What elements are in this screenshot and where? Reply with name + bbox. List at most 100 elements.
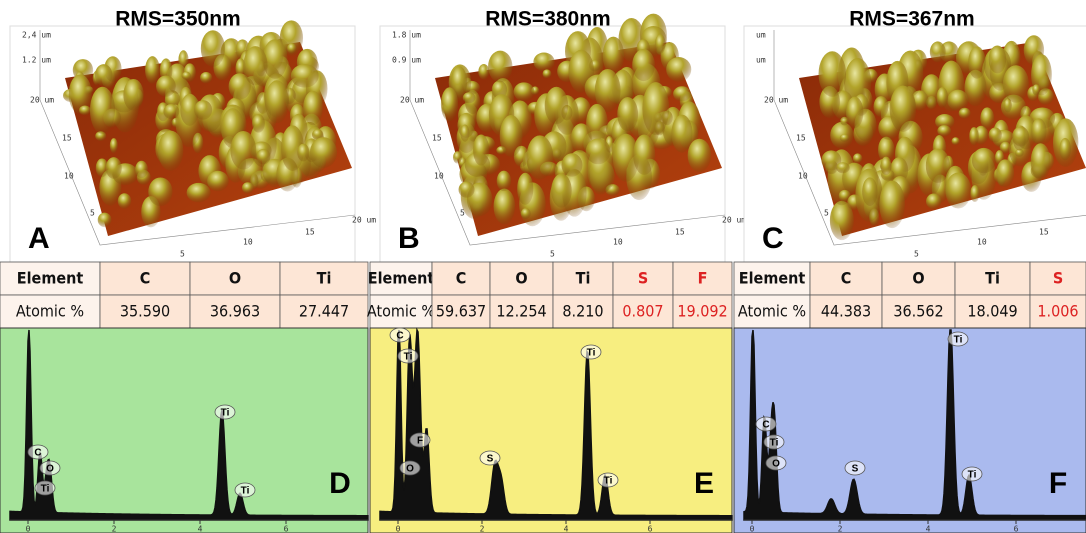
peak-label: F <box>417 436 423 447</box>
x-tick-label: 6 <box>284 525 289 533</box>
peak-label: Ti <box>221 408 230 419</box>
afm-peak <box>135 161 148 178</box>
afm-peak <box>1031 143 1051 180</box>
table-text: S <box>638 269 648 288</box>
afm-peak <box>633 134 655 174</box>
table-text: Atomic % <box>16 302 84 321</box>
afm-peak <box>242 182 254 193</box>
afm-peak <box>453 151 462 163</box>
afm-peak <box>926 194 941 210</box>
table-text: Element <box>17 269 84 288</box>
afm-peak <box>460 125 469 142</box>
table-text: C <box>841 269 852 288</box>
x-tick-label: 2 <box>838 525 843 533</box>
afm-tick: 10 <box>64 172 74 181</box>
afm-tick: 20 um <box>764 96 788 105</box>
afm-peak <box>252 114 265 132</box>
table-text: 1.006 <box>1037 302 1078 321</box>
afm-peak <box>514 82 535 101</box>
afm-peak <box>952 137 960 145</box>
x-tick-label: 2 <box>480 525 485 533</box>
afm-tick: 15 <box>305 228 315 237</box>
table-text: 19.092 <box>677 302 727 321</box>
afm-peak <box>494 188 516 224</box>
afm-peak <box>230 131 256 170</box>
afm-peak <box>201 30 225 67</box>
spectrum-bg <box>0 328 368 533</box>
table-text: 35.590 <box>120 302 170 321</box>
afm-tick: 0.9 um <box>392 56 421 65</box>
peak-label: C <box>762 420 769 431</box>
peak-label: O <box>772 459 780 470</box>
afm-peak <box>488 51 512 83</box>
afm-tick: 15 <box>62 134 72 143</box>
afm-peak <box>163 104 179 119</box>
afm-peak <box>182 72 191 80</box>
panel-label: E <box>694 467 714 500</box>
afm-peak <box>926 149 950 183</box>
afm-peak <box>586 138 611 164</box>
figure: 2,4 um1.2 um20 um151055101520 umRMS=350n… <box>0 0 1086 533</box>
peak-label: Ti <box>604 476 613 487</box>
afm-peak <box>459 181 475 197</box>
afm-peak <box>521 208 531 219</box>
peak-label: Ti <box>587 348 596 359</box>
afm-peak <box>930 41 946 62</box>
afm-peak <box>106 157 122 179</box>
x-tick-label: 0 <box>750 525 755 533</box>
afm-tick: 1.8 um <box>392 31 421 40</box>
afm-tick: 5 <box>914 250 919 259</box>
table-text: 36.963 <box>210 302 260 321</box>
afm-peak <box>265 80 289 123</box>
afm-peak <box>287 43 297 54</box>
afm-tick: 20 um <box>30 96 54 105</box>
afm-peak <box>874 96 889 117</box>
afm-peak <box>158 131 183 171</box>
afm-peak <box>145 56 160 84</box>
table-text: 12.254 <box>496 302 546 321</box>
peak-label: Ti <box>954 335 963 346</box>
afm-peak <box>310 137 337 168</box>
table-text: Element <box>368 269 435 288</box>
peak-label: Ti <box>404 352 413 363</box>
afm-peak <box>243 46 267 85</box>
afm-tick: 20 um <box>352 216 376 225</box>
table-text: 27.447 <box>299 302 349 321</box>
afm-peak <box>551 174 572 208</box>
afm-peak <box>937 87 948 108</box>
afm-peak <box>187 183 211 202</box>
afm-peak <box>543 69 552 78</box>
afm-peak <box>970 185 979 202</box>
afm-peak <box>118 193 131 209</box>
afm-peak <box>545 87 568 124</box>
afm-peak <box>586 104 608 143</box>
afm-tick: 20 um <box>722 216 746 225</box>
afm-peak <box>1003 65 1029 103</box>
x-tick-label: 4 <box>926 525 931 533</box>
afm-peak <box>881 157 892 176</box>
table-text: Atomic % <box>367 302 435 321</box>
afm-peak <box>79 105 91 115</box>
afm-peak <box>148 177 172 206</box>
afm-tick: 10 <box>613 238 623 247</box>
afm-peak <box>90 87 115 134</box>
peak-label: C <box>396 331 403 342</box>
x-tick-label: 0 <box>26 525 31 533</box>
afm-peak <box>666 57 691 82</box>
afm-peak <box>194 100 212 120</box>
afm-peak <box>655 34 666 54</box>
afm-peak <box>642 82 669 135</box>
x-tick-label: 0 <box>396 525 401 533</box>
afm-tick: 1.2 um <box>22 56 51 65</box>
afm-tick: 15 <box>432 134 442 143</box>
afm-peak <box>879 181 905 229</box>
afm-peak <box>688 139 711 172</box>
afm-tick: 10 <box>977 238 987 247</box>
peak-label: S <box>487 454 494 465</box>
afm-peak <box>156 75 176 96</box>
afm-peak <box>819 51 847 97</box>
afm-peak <box>207 171 229 191</box>
afm-peak <box>98 213 112 228</box>
afm-peak <box>200 72 212 83</box>
afm-peak <box>497 171 511 192</box>
